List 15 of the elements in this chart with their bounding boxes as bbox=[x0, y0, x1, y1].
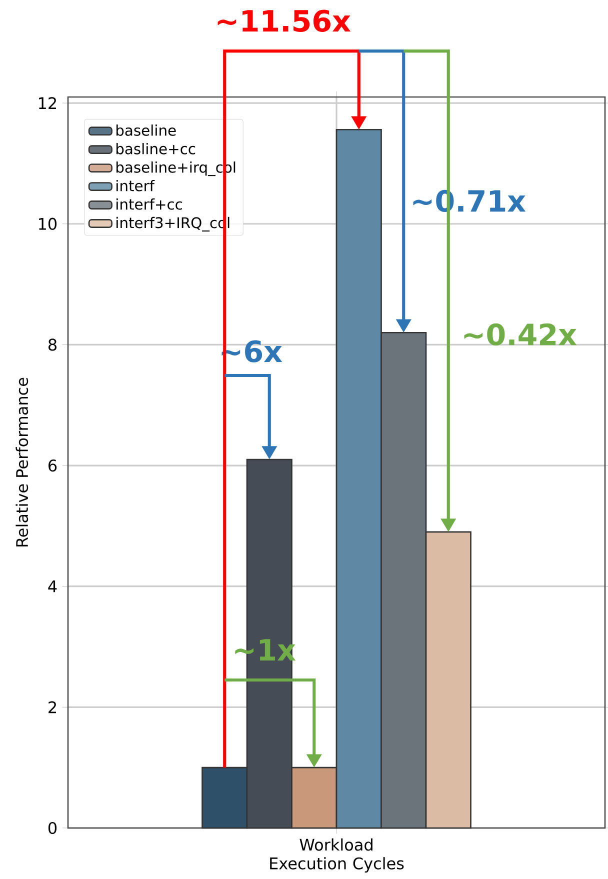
y-tick-label: 2 bbox=[48, 701, 56, 714]
y-tick-label: 4 bbox=[48, 580, 57, 592]
y-tick-label: 8 bbox=[48, 338, 56, 351]
y-tick-label: 6 bbox=[48, 459, 57, 472]
annotation: ~0.42x bbox=[464, 323, 577, 346]
y-tick-label: 0 bbox=[48, 822, 57, 834]
legend-label: interf+cc bbox=[116, 198, 182, 210]
y-axis-title: Relative Performance bbox=[16, 378, 28, 546]
text: ~11.56x bbox=[218, 10, 351, 32]
y-tick-label: 10 bbox=[38, 218, 57, 230]
y-tick-label: 12 bbox=[38, 97, 56, 109]
legend-label: basline+cc bbox=[116, 143, 196, 154]
legend-label: baseline bbox=[116, 124, 176, 136]
legend-label: interf bbox=[116, 180, 155, 192]
x-tick-label: Workload Execution Cycles bbox=[270, 838, 404, 873]
